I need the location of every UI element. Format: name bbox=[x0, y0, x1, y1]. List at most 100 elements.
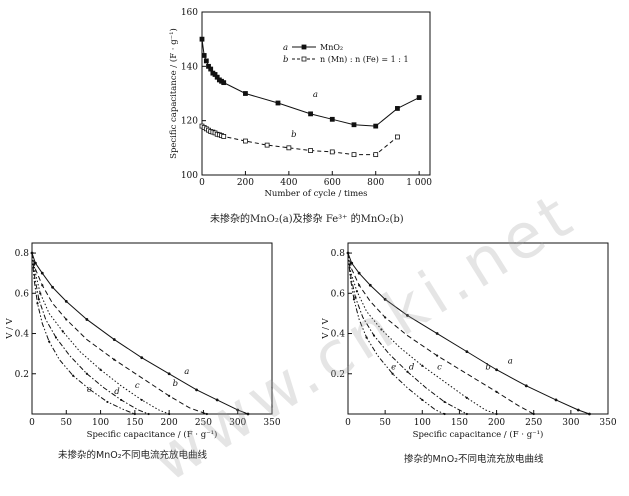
curve-label-a: a bbox=[508, 357, 513, 367]
y-tick-label: 0.6 bbox=[331, 289, 346, 299]
curve-point-e bbox=[72, 374, 75, 377]
data-point-a bbox=[221, 80, 227, 86]
curve-point-c bbox=[495, 412, 498, 416]
curve-point-a bbox=[465, 350, 469, 354]
curve-point-d bbox=[54, 336, 58, 339]
data-point-a bbox=[373, 123, 379, 129]
curve-c bbox=[31, 252, 170, 415]
curve-point-a bbox=[215, 398, 219, 402]
curve-e bbox=[31, 253, 136, 415]
data-point-b bbox=[221, 134, 227, 139]
x-tick-label: 250 bbox=[525, 418, 542, 428]
curve-point-d bbox=[120, 398, 123, 402]
curve-point-b bbox=[384, 316, 387, 319]
data-point-b bbox=[243, 138, 248, 144]
plot-frame bbox=[31, 242, 273, 415]
curve-point-a bbox=[167, 372, 171, 376]
legend-entry-a: MnO₂ bbox=[320, 43, 343, 52]
curve-point-a bbox=[112, 338, 116, 341]
curve-point-e bbox=[36, 302, 39, 305]
data-point-b bbox=[395, 134, 400, 140]
curve-point-d bbox=[147, 412, 150, 416]
curve-b bbox=[347, 252, 534, 415]
x-tick-label: 200 bbox=[237, 178, 254, 188]
y-tick-label: 160 bbox=[181, 8, 198, 18]
curve-point-d bbox=[443, 400, 446, 404]
caption-doped-chart: 掺杂的MnO₂不同电流充放电曲线 bbox=[404, 454, 544, 465]
curve-point-a bbox=[64, 299, 68, 303]
curve-point-b bbox=[65, 318, 68, 321]
y-tick-label: 0.6 bbox=[15, 289, 30, 299]
curve-point-e bbox=[133, 412, 136, 416]
curve-point-b bbox=[113, 358, 116, 361]
curve-point-a bbox=[246, 412, 250, 416]
curve-point-e bbox=[48, 340, 51, 343]
x-tick-label: 1 000 bbox=[406, 178, 432, 188]
data-point-b bbox=[351, 152, 357, 158]
curve-point-a bbox=[140, 356, 144, 360]
x-axis-label: Number of cycle / times bbox=[264, 189, 367, 199]
curve-point-a bbox=[195, 388, 198, 392]
curve-point-a bbox=[357, 271, 361, 275]
undoped-discharge-chart: 0 50 100 150 200 250 300 350 0.2 0.4 0.6 0.8 Specifi… bbox=[0, 236, 290, 441]
curve-label-e: e bbox=[391, 363, 396, 373]
data-point-a bbox=[351, 122, 357, 128]
curve-point-c bbox=[380, 328, 383, 331]
curve-point-c bbox=[61, 330, 64, 333]
curve-point-b bbox=[168, 394, 171, 397]
cycle-life-chart: 0 200 400 600 800 1 000 100 120 140 160 Number of … bbox=[150, 0, 450, 200]
curve-point-c bbox=[421, 364, 424, 367]
curve-point-b bbox=[436, 354, 439, 357]
curve-point-d bbox=[354, 296, 357, 299]
curve-point-b bbox=[495, 390, 498, 393]
data-point-a bbox=[201, 53, 207, 58]
curve-d bbox=[347, 252, 468, 415]
curve-label-b: b bbox=[485, 363, 490, 373]
curve-point-c bbox=[39, 292, 42, 295]
cycle-life-chart-svg: 0 200 400 600 800 1 000 100 120 140 160 Number of … bbox=[168, 8, 432, 199]
plot-frame bbox=[201, 11, 431, 176]
curve-point-a bbox=[85, 318, 89, 321]
curve-point-d bbox=[85, 372, 88, 375]
y-axis-label: V / V bbox=[321, 317, 331, 339]
y-tick-label: 0.8 bbox=[331, 249, 346, 259]
x-tick-label: 0 bbox=[345, 418, 351, 428]
curve-point-c bbox=[99, 368, 102, 371]
data-point-b bbox=[264, 142, 270, 148]
x-axis-label: Specific capacitance / (F · g⁻¹) bbox=[87, 429, 218, 440]
legend-entry-b: n (Mn) : n (Fe) = 1 : 1 bbox=[320, 55, 409, 64]
data-point-a bbox=[199, 36, 205, 42]
curve-a bbox=[347, 252, 590, 415]
curve-point-e bbox=[391, 372, 394, 375]
data-point-a bbox=[275, 100, 281, 106]
curve-point-a bbox=[51, 285, 54, 289]
y-tick-label: 0.4 bbox=[15, 330, 30, 340]
legend-marker-b: b bbox=[283, 55, 288, 65]
data-point-a bbox=[243, 91, 248, 96]
series-line-b bbox=[201, 125, 398, 156]
curve-b bbox=[31, 252, 208, 415]
legend-symbol bbox=[301, 56, 307, 62]
curve-point-a bbox=[368, 283, 372, 287]
curve-point-e bbox=[443, 412, 446, 416]
curve-label-e: e bbox=[87, 385, 92, 395]
curve-point-a bbox=[495, 368, 498, 372]
curve-point-e bbox=[421, 398, 424, 402]
x-tick-label: 0 bbox=[29, 418, 35, 428]
data-point-b bbox=[286, 145, 292, 151]
data-point-b bbox=[373, 152, 379, 158]
data-point-b bbox=[329, 149, 335, 155]
x-tick-label: 300 bbox=[562, 418, 579, 428]
caption-cycle-chart: 未掺杂的MnO₂(a)及掺杂 Fe³⁺ 的MnO₂(b) bbox=[210, 214, 404, 225]
curve-point-b bbox=[41, 284, 44, 287]
curve-point-a bbox=[576, 408, 580, 412]
x-tick-label: 100 bbox=[414, 418, 431, 428]
curve-point-e bbox=[30, 251, 34, 255]
legend-symbol bbox=[301, 44, 307, 50]
curve-e bbox=[347, 253, 445, 415]
curve-point-b bbox=[205, 412, 208, 416]
y-axis-label: Specific capacitance / (F · g⁻¹) bbox=[168, 28, 179, 159]
curve-point-a bbox=[524, 384, 528, 388]
curve-point-a bbox=[383, 297, 387, 301]
curve-point-e bbox=[346, 251, 350, 255]
